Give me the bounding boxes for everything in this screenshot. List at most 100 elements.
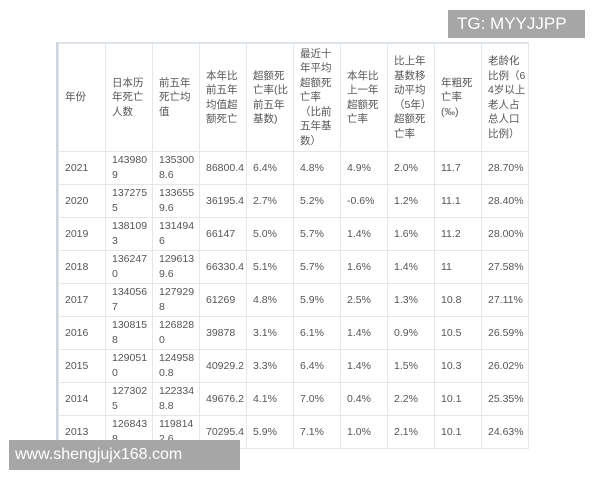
table-cell: 4.8%: [293, 151, 341, 185]
column-header: 年粗死亡率(‰): [434, 43, 482, 152]
column-header: 比上年基数移动平均（5年）超额死亡率: [387, 43, 435, 152]
table-cell: 2017: [58, 283, 106, 317]
table-cell: 66330.4: [199, 250, 247, 284]
table-cell: 1.4%: [340, 217, 388, 251]
table-row: 2019 1381093 1314946 66147 5.0% 5.7% 1.4% 1.6% 1…: [58, 217, 529, 251]
table-cell: 1362470: [105, 250, 153, 284]
table-cell: 6.1%: [293, 316, 341, 350]
column-header: 本年比前五年均值超额死亡: [199, 43, 247, 152]
table-cell: 2018: [58, 250, 106, 284]
watermark-url: www.shengjujx168.com: [9, 440, 240, 470]
table-cell: 2.7%: [246, 184, 294, 218]
column-header: 前五年死亡均值: [152, 43, 200, 152]
table-cell: 11.7: [434, 151, 482, 185]
table-cell: 49676.2: [199, 382, 247, 416]
table-cell: 5.7%: [293, 250, 341, 284]
table-cell: 1.5%: [387, 349, 435, 383]
table-cell: 28.40%: [481, 184, 529, 218]
table-cell: 1340567: [105, 283, 153, 317]
table-cell: 0.4%: [340, 382, 388, 416]
table-cell: 10.1: [434, 415, 482, 449]
table-cell: 7.0%: [293, 382, 341, 416]
table-cell: 2.5%: [340, 283, 388, 317]
table-cell: -0.6%: [340, 184, 388, 218]
table-cell: 10.8: [434, 283, 482, 317]
table-cell: 61269: [199, 283, 247, 317]
data-table-container: 年份 日本历年死亡人数 前五年死亡均值 本年比前五年均值超额死亡 超额死亡率(比前五年基…: [56, 42, 529, 449]
table-cell: 1314946: [152, 217, 200, 251]
table-row: 2016 1308158 1268280 39878 3.1% 6.1% 1.4% 0.9% 1…: [58, 316, 529, 350]
table-cell: 2.2%: [387, 382, 435, 416]
watermark-tg: TG: MYYJJPP: [448, 10, 585, 38]
table-cell: 6.4%: [293, 349, 341, 383]
table-cell: 26.59%: [481, 316, 529, 350]
table-cell: 1.2%: [387, 184, 435, 218]
table-cell: 1.4%: [387, 250, 435, 284]
table-cell: 6.4%: [246, 151, 294, 185]
table-cell: 40929.2: [199, 349, 247, 383]
table-cell: 1268280: [152, 316, 200, 350]
table-row: 2015 1290510 1249580.8 40929.2 3.3% 6.4% 1.4% 1…: [58, 349, 529, 383]
table-cell: 1381093: [105, 217, 153, 251]
table-cell: 2.1%: [387, 415, 435, 449]
table-cell: 36195.4: [199, 184, 247, 218]
column-header: 日本历年死亡人数: [105, 43, 153, 152]
table-cell: 5.9%: [293, 283, 341, 317]
table-cell: 26.02%: [481, 349, 529, 383]
table-cell: 28.00%: [481, 217, 529, 251]
table-cell: 5.2%: [293, 184, 341, 218]
table-cell: 1.6%: [387, 217, 435, 251]
table-cell: 39878: [199, 316, 247, 350]
japan-mortality-table: 年份 日本历年死亡人数 前五年死亡均值 本年比前五年均值超额死亡 超额死亡率(比前五年基…: [58, 43, 529, 449]
table-cell: 10.3: [434, 349, 482, 383]
table-cell: 1279298: [152, 283, 200, 317]
table-cell: 1.6%: [340, 250, 388, 284]
table-cell: 1372755: [105, 184, 153, 218]
table-cell: 1296139.6: [152, 250, 200, 284]
table-cell: 27.11%: [481, 283, 529, 317]
table-row: 2013 1268438 1198142.6 70295.4 5.9% 7.1% 1.0% 2…: [58, 415, 529, 449]
table-cell: 10.1: [434, 382, 482, 416]
table-cell: 2016: [58, 316, 106, 350]
table-row: 2018 1362470 1296139.6 66330.4 5.1% 5.7% 1.6% 1…: [58, 250, 529, 284]
table-cell: 27.58%: [481, 250, 529, 284]
column-header: 超额死亡率(比前五年基数): [246, 43, 294, 152]
table-cell: 1290510: [105, 349, 153, 383]
table-row: 2014 1273025 1223348.8 49676.2 4.1% 7.0% 0.4% 2…: [58, 382, 529, 416]
table-cell: 1439809: [105, 151, 153, 185]
table-cell: 3.3%: [246, 349, 294, 383]
table-cell: 7.1%: [293, 415, 341, 449]
table-cell: 4.1%: [246, 382, 294, 416]
table-row: 2020 1372755 1336559.6 36195.4 2.7% 5.2% -0.6%…: [58, 184, 529, 218]
table-row: 2021 1439809 1353008.6 86800.4 6.4% 4.8% 4.9% 2…: [58, 151, 529, 185]
table-cell: 5.0%: [246, 217, 294, 251]
column-header: 本年比上一年超额死亡率: [340, 43, 388, 152]
column-header: 老龄化比例（64岁以上老人占总人口比例）: [481, 43, 529, 152]
table-cell: 5.1%: [246, 250, 294, 284]
table-cell: 11: [434, 250, 482, 284]
table-cell: 1249580.8: [152, 349, 200, 383]
table-cell: 1.4%: [340, 349, 388, 383]
table-cell: 24.63%: [481, 415, 529, 449]
table-cell: 4.8%: [246, 283, 294, 317]
column-header: 年份: [58, 43, 106, 152]
table-cell: 2019: [58, 217, 106, 251]
table-header-row: 年份 日本历年死亡人数 前五年死亡均值 本年比前五年均值超额死亡 超额死亡率(比前五年基…: [58, 43, 529, 152]
table-cell: 5.7%: [293, 217, 341, 251]
table-cell: 25.35%: [481, 382, 529, 416]
table-cell: 11.1: [434, 184, 482, 218]
table-cell: 0.9%: [387, 316, 435, 350]
table-cell: 11.2: [434, 217, 482, 251]
table-cell: 1.0%: [340, 415, 388, 449]
table-cell: 2021: [58, 151, 106, 185]
table-cell: 5.9%: [246, 415, 294, 449]
column-header: 最近十年平均超额死亡率（比前五年基数）: [293, 43, 341, 152]
table-cell: 2015: [58, 349, 106, 383]
table-row: 2017 1340567 1279298 61269 4.8% 5.9% 2.5% 1.3% 1…: [58, 283, 529, 317]
table-cell: 1336559.6: [152, 184, 200, 218]
table-cell: 1308158: [105, 316, 153, 350]
table-cell: 1353008.6: [152, 151, 200, 185]
table-cell: 1.3%: [387, 283, 435, 317]
table-cell: 2.0%: [387, 151, 435, 185]
table-cell: 10.5: [434, 316, 482, 350]
